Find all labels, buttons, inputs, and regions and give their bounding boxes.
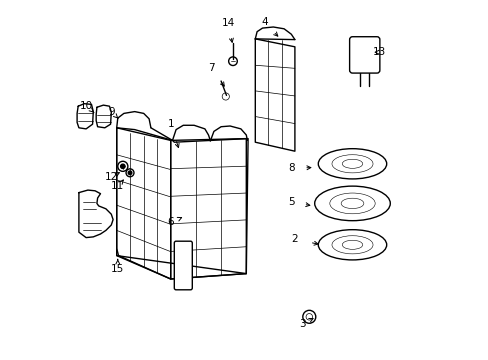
Polygon shape [77,104,93,129]
Text: 10: 10 [80,101,93,111]
Circle shape [128,171,132,175]
Polygon shape [117,128,247,279]
Polygon shape [255,39,294,151]
Text: 7: 7 [207,63,214,73]
Text: 2: 2 [291,234,298,244]
Text: 1: 1 [167,119,174,129]
Polygon shape [170,139,246,279]
Text: 3: 3 [298,319,305,329]
Text: 5: 5 [287,197,294,207]
Text: 14: 14 [221,18,234,28]
Text: 4: 4 [261,17,267,27]
Polygon shape [96,105,111,128]
FancyBboxPatch shape [174,241,192,290]
Text: 6: 6 [167,217,174,228]
FancyBboxPatch shape [349,37,379,73]
Circle shape [121,164,125,168]
Polygon shape [79,190,113,238]
Ellipse shape [318,149,386,179]
Ellipse shape [314,186,389,221]
Text: 9: 9 [108,107,114,117]
Text: 8: 8 [287,163,294,174]
Text: 12: 12 [104,172,118,182]
Text: 13: 13 [372,47,386,57]
Text: 11: 11 [111,181,124,192]
Text: 15: 15 [111,264,124,274]
Polygon shape [117,128,170,279]
Ellipse shape [318,230,386,260]
